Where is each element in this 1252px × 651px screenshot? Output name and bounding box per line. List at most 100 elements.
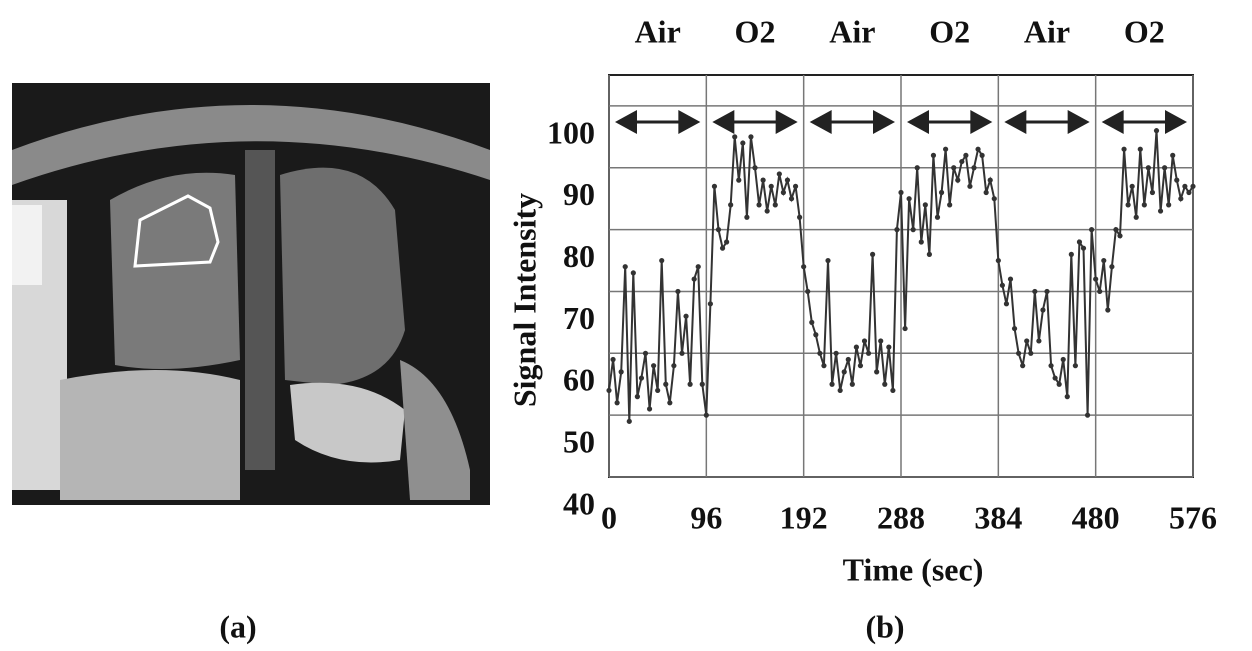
x-axis-title: Time (sec): [843, 551, 984, 587]
data-point: [1149, 189, 1156, 196]
data-point: [736, 177, 742, 183]
data-point: [638, 375, 645, 381]
data-point: [809, 319, 815, 325]
y-tick-label: 40: [563, 485, 595, 521]
data-point: [1072, 363, 1078, 369]
data-point: [1133, 214, 1139, 220]
data-point: [1113, 227, 1119, 233]
data-point: [675, 288, 681, 295]
data-point: [813, 332, 819, 338]
data-point: [724, 239, 730, 245]
data-point: [906, 196, 912, 202]
data-point: [606, 387, 612, 394]
data-point: [1178, 196, 1184, 202]
data-point: [861, 338, 868, 344]
data-point: [870, 251, 876, 257]
data-point: [764, 208, 770, 214]
phase-label: O2: [735, 13, 776, 49]
data-point: [1186, 189, 1192, 196]
data-point: [797, 214, 803, 220]
data-point: [663, 381, 669, 387]
data-point: [959, 158, 965, 165]
data-point: [947, 202, 953, 208]
data-point: [938, 189, 945, 196]
data-point: [943, 146, 949, 152]
data-point: [756, 202, 762, 208]
data-point: [695, 264, 701, 270]
data-point: [683, 313, 689, 319]
data-point: [1137, 146, 1143, 152]
data-point: [732, 134, 738, 140]
x-tick-label: 288: [877, 499, 925, 535]
phase-label: O2: [1124, 13, 1165, 49]
data-point: [711, 183, 718, 189]
data-point: [622, 264, 628, 270]
data-point: [667, 400, 673, 406]
data-point: [1089, 227, 1095, 233]
data-point: [910, 227, 916, 233]
data-point: [1076, 239, 1083, 245]
data-point: [1011, 325, 1018, 332]
data-point: [849, 381, 855, 387]
phase-arrow-head: [970, 110, 993, 134]
data-point: [1170, 152, 1176, 158]
data-point: [792, 183, 799, 189]
data-point: [833, 350, 839, 356]
data-point: [1028, 350, 1034, 356]
data-point: [874, 369, 880, 375]
phase-arrow-head: [809, 110, 832, 134]
data-point: [894, 227, 900, 233]
data-point: [671, 363, 677, 369]
data-point: [687, 381, 693, 387]
data-point: [679, 350, 685, 356]
data-point: [776, 171, 782, 177]
y-tick-label: 60: [563, 362, 595, 398]
data-point: [659, 257, 665, 264]
data-point: [719, 245, 726, 251]
data-point: [715, 227, 722, 233]
data-point: [630, 270, 636, 276]
data-point: [979, 152, 985, 158]
data-point: [1097, 288, 1103, 295]
data-point: [1153, 128, 1160, 134]
data-point: [1166, 202, 1172, 208]
data-point: [703, 412, 709, 418]
data-point: [898, 189, 904, 196]
x-tick-label: 576: [1169, 499, 1217, 535]
data-point: [1093, 276, 1099, 282]
data-point: [930, 152, 937, 158]
data-point: [655, 387, 661, 394]
data-point: [963, 152, 969, 158]
data-point: [651, 363, 657, 369]
data-point: [788, 196, 795, 202]
data-point: [634, 394, 640, 400]
data-point: [760, 177, 766, 183]
data-point: [995, 257, 1001, 264]
data-point: [1190, 183, 1196, 189]
x-tick-label: 480: [1072, 499, 1120, 535]
phase-arrow-head: [775, 110, 798, 134]
data-point: [1145, 165, 1151, 171]
data-point: [837, 387, 843, 394]
data-point: [914, 165, 920, 171]
phase-arrow-head: [873, 110, 895, 134]
data-point: [825, 257, 831, 264]
data-point: [1125, 202, 1131, 208]
data-point: [744, 214, 750, 220]
data-point: [1121, 146, 1127, 152]
y-tick-label: 80: [563, 238, 595, 274]
data-point: [1141, 202, 1147, 208]
data-point: [841, 369, 847, 375]
data-point: [918, 239, 924, 245]
data-point: [882, 381, 888, 387]
data-point: [1052, 375, 1058, 381]
data-point: [768, 183, 774, 189]
data-point: [1036, 338, 1042, 344]
data-point: [748, 134, 754, 140]
data-point: [699, 381, 705, 387]
data-point: [752, 165, 758, 171]
phase-label: Air: [829, 13, 875, 49]
data-point: [801, 264, 807, 270]
data-point: [886, 344, 892, 350]
phase-label: O2: [929, 13, 970, 49]
